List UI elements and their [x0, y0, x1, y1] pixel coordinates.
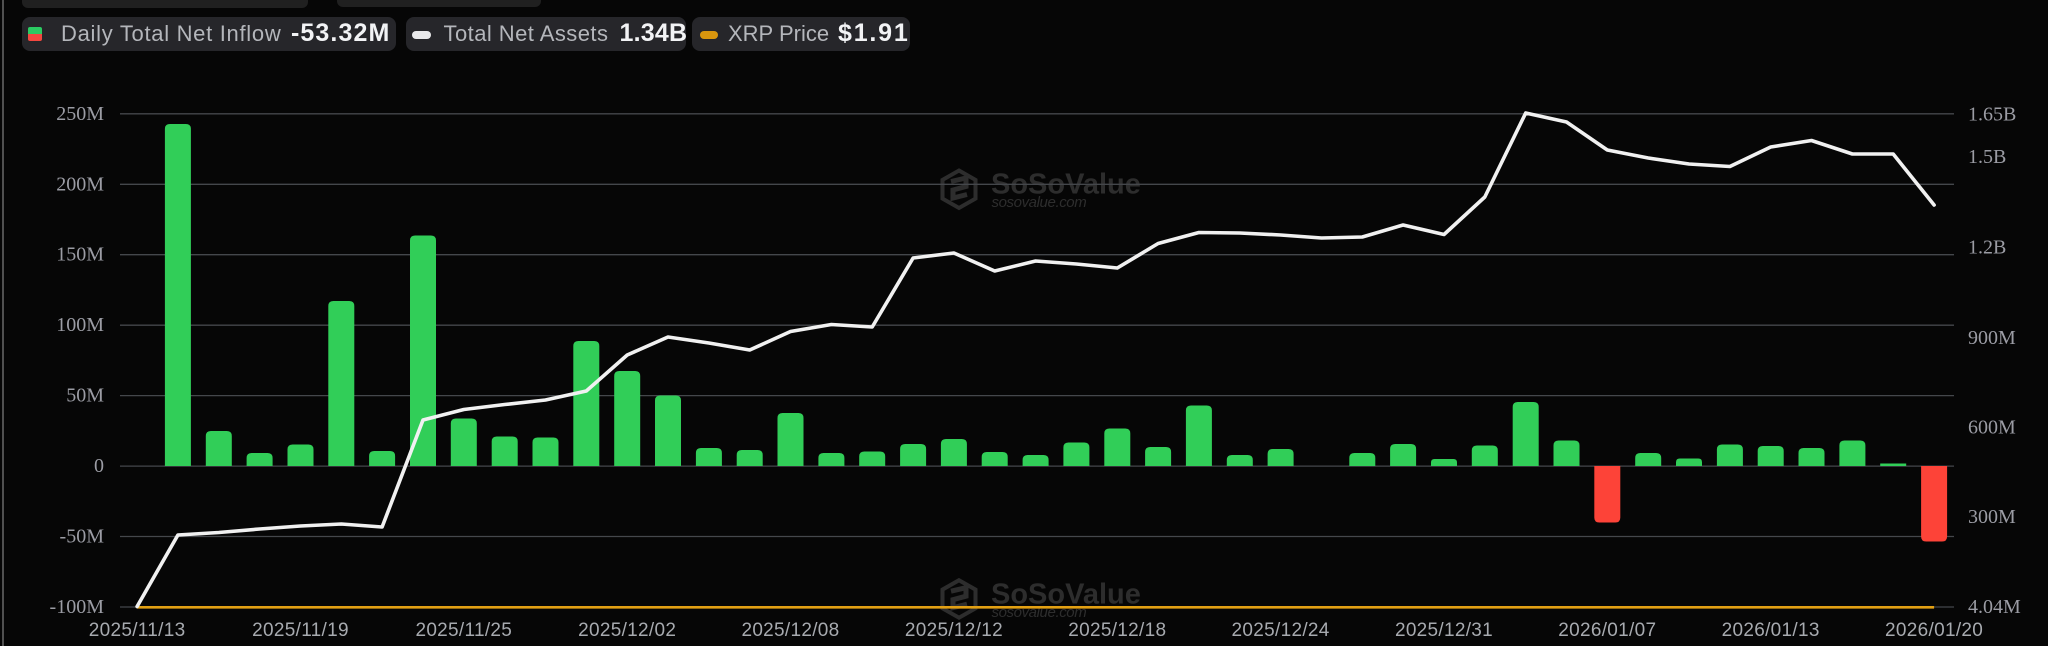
svg-text:2025/12/08: 2025/12/08 [741, 620, 839, 641]
svg-text:2025/12/31: 2025/12/31 [1395, 620, 1493, 641]
svg-text:2026/01/13: 2026/01/13 [1722, 620, 1820, 641]
svg-text:2025/12/24: 2025/12/24 [1232, 620, 1330, 641]
svg-text:250M: 250M [56, 103, 104, 125]
svg-text:2025/12/12: 2025/12/12 [905, 620, 1003, 641]
svg-text:100M: 100M [56, 314, 104, 336]
svg-text:150M: 150M [56, 244, 104, 266]
svg-text:1.65B: 1.65B [1968, 104, 2016, 126]
svg-text:1.2B: 1.2B [1968, 237, 2006, 259]
svg-text:2025/12/02: 2025/12/02 [578, 620, 676, 641]
svg-text:-50M: -50M [60, 526, 105, 548]
svg-text:900M: 900M [1968, 327, 2016, 349]
svg-text:2025/12/18: 2025/12/18 [1068, 620, 1166, 641]
svg-text:4.04M: 4.04M [1968, 596, 2021, 618]
svg-text:600M: 600M [1968, 417, 2016, 439]
svg-text:2025/11/13: 2025/11/13 [89, 620, 186, 641]
svg-text:1.5B: 1.5B [1968, 146, 2006, 168]
svg-text:300M: 300M [1968, 506, 2016, 528]
svg-text:50M: 50M [66, 385, 104, 407]
svg-text:2026/01/07: 2026/01/07 [1558, 620, 1656, 641]
svg-text:2026/01/20: 2026/01/20 [1885, 620, 1983, 641]
svg-text:200M: 200M [56, 173, 104, 195]
svg-text:2025/11/19: 2025/11/19 [252, 620, 349, 641]
svg-text:SoSoValue: SoSoValue [991, 578, 1141, 610]
svg-text:0: 0 [94, 455, 104, 477]
svg-text:2025/11/25: 2025/11/25 [415, 620, 512, 641]
svg-text:-100M: -100M [50, 596, 105, 618]
svg-text:sosovalue.com: sosovalue.com [992, 194, 1087, 211]
